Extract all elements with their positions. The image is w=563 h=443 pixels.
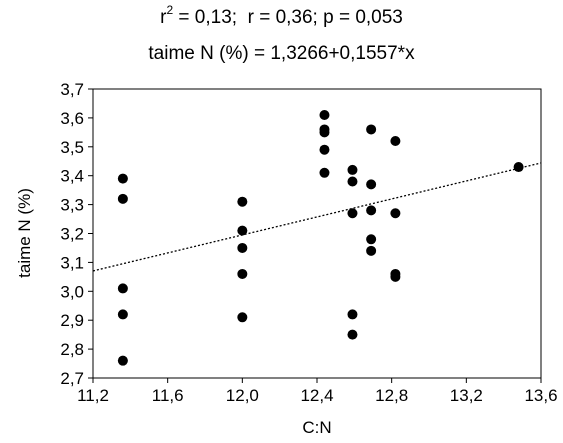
data-point xyxy=(237,312,248,323)
data-point xyxy=(513,162,524,173)
x-tick-label: 12,4 xyxy=(300,386,333,405)
y-axis-label: taime N (%) xyxy=(15,188,34,278)
data-point xyxy=(347,164,358,175)
data-point xyxy=(390,136,401,147)
data-point xyxy=(390,271,401,282)
plot-frame xyxy=(92,88,542,379)
data-point xyxy=(366,234,377,245)
y-tick-label: 3,0 xyxy=(60,282,84,301)
regression-line xyxy=(92,162,542,272)
data-point xyxy=(319,110,330,121)
data-points xyxy=(117,110,524,366)
title-r-symbol: r xyxy=(160,7,167,28)
y-tick-label: 3,6 xyxy=(60,109,84,128)
data-point xyxy=(319,167,330,178)
data-point xyxy=(237,268,248,279)
y-tick-label: 3,5 xyxy=(60,138,84,157)
axis-ticks xyxy=(88,88,542,383)
x-tick-label: 11,2 xyxy=(77,386,109,405)
y-tick-label: 2,8 xyxy=(60,340,84,359)
y-tick-label: 3,3 xyxy=(60,196,84,215)
data-point xyxy=(347,329,358,340)
x-tick-label: 12,8 xyxy=(375,386,408,405)
data-point xyxy=(117,309,128,320)
axis-tick-labels: 11,2 11,6 12,0 12,4 12,8 13,2 13,6 2,7 2,8 2,9 3,0… xyxy=(60,80,557,405)
title-stats: = 0,13; r = 0,36; p = 0,053 xyxy=(173,7,403,28)
y-tick-label: 2,9 xyxy=(60,311,84,330)
x-tick-label: 11,6 xyxy=(152,386,184,405)
data-point xyxy=(366,245,377,256)
data-point xyxy=(319,127,330,138)
x-tick-label: 13,6 xyxy=(524,386,557,405)
data-point xyxy=(117,193,128,204)
x-tick-label: 12,0 xyxy=(226,386,259,405)
data-point xyxy=(319,144,330,155)
y-tick-label: 3,1 xyxy=(60,253,84,272)
data-point xyxy=(347,176,358,187)
y-tick-label: 3,4 xyxy=(60,167,84,186)
y-tick-label: 2,7 xyxy=(60,369,84,388)
data-point xyxy=(237,242,248,253)
data-point xyxy=(366,179,377,190)
chart-title: r2 = 0,13; r = 0,36; p = 0,053 xyxy=(0,4,563,29)
data-point xyxy=(390,208,401,219)
x-tick-label: 13,2 xyxy=(450,386,483,405)
data-point xyxy=(237,196,248,207)
data-point xyxy=(117,173,128,184)
data-point xyxy=(117,283,128,294)
x-axis-label: C:N xyxy=(302,418,331,437)
data-point xyxy=(347,309,358,320)
data-point xyxy=(366,124,377,135)
data-point xyxy=(117,355,128,366)
title-r-exponent: 2 xyxy=(166,2,174,17)
data-point xyxy=(237,225,248,236)
y-tick-label: 3,2 xyxy=(60,225,84,244)
y-tick-label: 3,7 xyxy=(60,80,84,99)
data-point xyxy=(366,205,377,216)
data-point xyxy=(347,208,358,219)
chart-subtitle: taime N (%) = 1,3266+0,1557*x xyxy=(148,43,415,64)
